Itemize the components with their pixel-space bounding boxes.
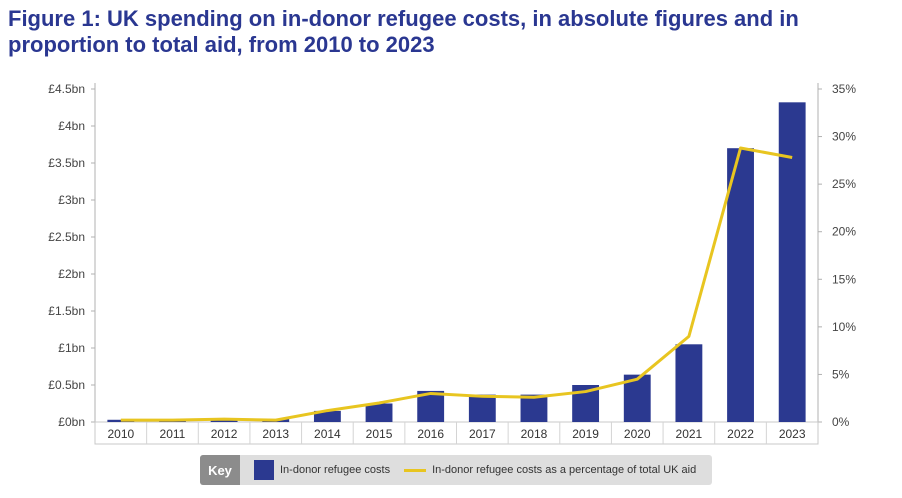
x-tick-label: 2018 [521, 427, 548, 441]
y-right-tick-label: 35% [832, 82, 856, 96]
x-tick-label: 2022 [727, 427, 754, 441]
legend-swatch-bar [254, 460, 274, 480]
y-right-tick-label: 10% [832, 320, 856, 334]
legend-label-line: In-donor refugee costs as a percentage o… [432, 464, 697, 476]
legend-title: Key [200, 455, 240, 485]
legend: Key In-donor refugee costs In-donor refu… [200, 455, 712, 485]
bar [778, 102, 806, 422]
x-tick-label: 2020 [624, 427, 651, 441]
x-tick-label: 2011 [160, 427, 186, 441]
y-right-tick-label: 0% [832, 415, 850, 429]
series-line [120, 146, 793, 422]
x-tick-label: 2019 [572, 427, 599, 441]
y-left-tick-label: £3.5bn [48, 156, 85, 170]
bar [365, 403, 393, 422]
x-tick-label: 2021 [676, 427, 703, 441]
y-right-tick-label: 30% [832, 130, 856, 144]
x-tick-label: 2023 [779, 427, 806, 441]
legend-item-line: In-donor refugee costs as a percentage o… [404, 464, 696, 476]
y-right-tick-label: 25% [832, 177, 856, 191]
y-left-tick-label: £0bn [58, 415, 85, 429]
y-left-tick-label: £3bn [58, 193, 85, 207]
y-right-tick-label: 20% [832, 225, 856, 239]
bar [520, 394, 548, 422]
legend-label-bar: In-donor refugee costs [280, 464, 391, 476]
x-tick-label: 2015 [366, 427, 393, 441]
x-tick-label: 2013 [262, 427, 289, 441]
bar [468, 394, 496, 422]
x-tick-label: 2012 [211, 427, 238, 441]
y-right-tick-label: 5% [832, 367, 850, 381]
y-left-tick-label: £2.5bn [48, 230, 85, 244]
legend-swatch-line [404, 468, 427, 472]
y-left-tick-label: £4bn [58, 119, 85, 133]
chart-title: Figure 1: UK spending on in-donor refuge… [8, 6, 799, 57]
x-tick-label: 2017 [469, 427, 496, 441]
y-left-tick-label: £4.5bn [48, 82, 85, 96]
x-tick-label: 2010 [107, 427, 134, 441]
y-left-tick-label: £2bn [58, 267, 85, 281]
legend-item-bar: In-donor refugee costs [254, 460, 390, 480]
x-tick-label: 2016 [417, 427, 444, 441]
x-tick-label: 2014 [314, 427, 341, 441]
bar [313, 410, 341, 422]
bar [675, 344, 703, 422]
y-left-tick-label: £1bn [58, 341, 85, 355]
y-left-tick-label: £1.5bn [48, 304, 85, 318]
bar [727, 148, 754, 422]
y-right-tick-label: 15% [832, 272, 856, 286]
y-left-tick-label: £0.5bn [48, 378, 85, 392]
